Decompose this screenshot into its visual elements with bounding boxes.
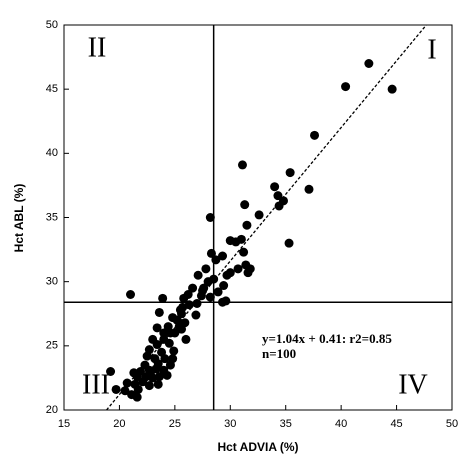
point bbox=[158, 293, 168, 303]
annotation: y=1.04x + 0.41: r2=0.85 bbox=[262, 331, 392, 346]
point bbox=[132, 392, 142, 402]
point bbox=[304, 184, 314, 194]
point bbox=[184, 300, 194, 310]
y-tick-label: 30 bbox=[46, 276, 58, 288]
y-tick-label: 35 bbox=[46, 211, 58, 223]
point bbox=[154, 307, 164, 317]
point bbox=[138, 377, 148, 387]
point bbox=[106, 367, 116, 376]
x-tick-label: 25 bbox=[169, 418, 181, 430]
point bbox=[233, 264, 243, 274]
trendline bbox=[106, 24, 427, 411]
point bbox=[169, 346, 179, 356]
point bbox=[205, 292, 215, 302]
point bbox=[191, 310, 201, 320]
point bbox=[196, 291, 206, 301]
point bbox=[111, 384, 121, 394]
point bbox=[179, 293, 189, 303]
point bbox=[164, 338, 174, 348]
x-tick-label: 20 bbox=[113, 418, 125, 430]
y-tick-label: 40 bbox=[46, 147, 58, 159]
point bbox=[181, 334, 191, 344]
point bbox=[152, 340, 162, 350]
point bbox=[170, 328, 180, 338]
quadrant-label: IV bbox=[398, 369, 428, 400]
point bbox=[387, 84, 397, 94]
y-tick-label: 45 bbox=[46, 83, 58, 95]
point bbox=[221, 296, 231, 306]
point bbox=[284, 238, 294, 248]
annotation: n=100 bbox=[262, 346, 296, 361]
point bbox=[159, 328, 169, 338]
point bbox=[126, 290, 136, 299]
point bbox=[120, 386, 130, 396]
point bbox=[219, 281, 229, 291]
x-tick-label: 35 bbox=[280, 418, 292, 430]
point bbox=[218, 251, 228, 261]
point bbox=[133, 384, 143, 394]
point bbox=[213, 287, 223, 297]
point bbox=[310, 130, 320, 140]
point bbox=[243, 268, 253, 278]
point bbox=[201, 264, 211, 274]
x-tick-label: 40 bbox=[335, 418, 347, 430]
point bbox=[168, 354, 178, 364]
point bbox=[231, 237, 241, 247]
point bbox=[177, 324, 187, 334]
y-tick-label: 20 bbox=[46, 404, 58, 416]
point bbox=[199, 283, 209, 293]
point bbox=[364, 59, 374, 68]
point bbox=[168, 313, 178, 323]
point bbox=[144, 381, 154, 391]
point bbox=[152, 323, 162, 333]
point bbox=[129, 368, 139, 378]
x-tick-label: 45 bbox=[390, 418, 402, 430]
x-tick-label: 50 bbox=[446, 418, 458, 430]
point bbox=[145, 368, 155, 378]
point bbox=[285, 168, 295, 178]
x-tick-label: 15 bbox=[58, 418, 70, 430]
point bbox=[274, 201, 284, 211]
point bbox=[211, 255, 221, 265]
point bbox=[237, 160, 247, 170]
point bbox=[205, 213, 215, 222]
point bbox=[240, 200, 250, 210]
point bbox=[206, 248, 216, 258]
point bbox=[122, 378, 132, 388]
point bbox=[153, 379, 163, 389]
point bbox=[242, 220, 252, 230]
point bbox=[193, 270, 203, 280]
point bbox=[341, 82, 351, 92]
point bbox=[222, 270, 232, 280]
x-axis-label: Hct ADVIA (%) bbox=[217, 440, 298, 454]
quadrant-label: III bbox=[82, 369, 110, 400]
y-axis-label: Hct ABL (%) bbox=[12, 184, 26, 253]
point bbox=[188, 283, 198, 293]
point bbox=[154, 372, 164, 382]
point bbox=[270, 182, 280, 192]
quadrant-label: I bbox=[427, 34, 436, 65]
point bbox=[142, 351, 152, 361]
point bbox=[175, 305, 185, 315]
point bbox=[239, 247, 249, 257]
point bbox=[203, 277, 213, 287]
y-tick-label: 25 bbox=[46, 340, 58, 352]
x-tick-label: 30 bbox=[224, 418, 236, 430]
point bbox=[162, 370, 172, 380]
point bbox=[254, 210, 264, 220]
y-tick-label: 50 bbox=[46, 19, 58, 31]
quadrant-label: II bbox=[88, 32, 107, 63]
point bbox=[160, 354, 170, 364]
point bbox=[192, 298, 202, 308]
